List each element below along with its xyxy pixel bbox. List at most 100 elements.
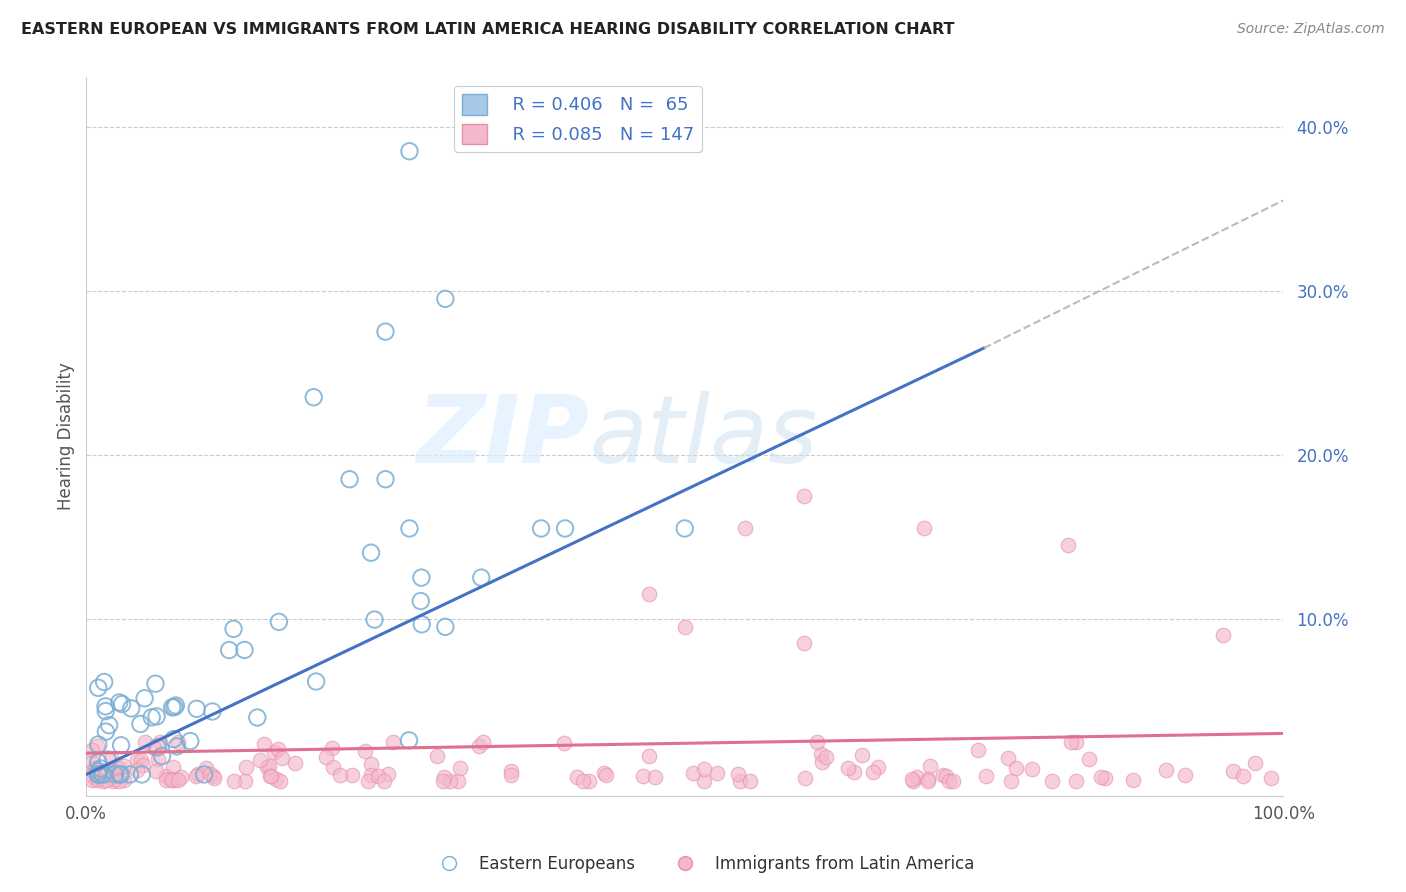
Point [284,756,307,770]
Point [101,763,124,777]
Point [142,741,165,756]
Point [91,767,114,781]
Text: EASTERN EUROPEAN VS IMMIGRANTS FROM LATIN AMERICA HEARING DISABILITY CORRELATION: EASTERN EUROPEAN VS IMMIGRANTS FROM LATI… [21,22,955,37]
Text: ZIP: ZIP [416,391,589,483]
Point [201,705,224,719]
Point [398,521,420,535]
Point [108,767,131,781]
Point [398,733,420,747]
Point [673,521,696,535]
Point [256,759,278,773]
Point [146,740,169,755]
Point [682,766,704,780]
Point [814,749,837,764]
Point [554,521,576,535]
Point [253,737,276,751]
Point [411,571,433,585]
Point [129,753,152,767]
Point [155,772,177,787]
Point [905,770,928,784]
Point [87,767,110,781]
Point [935,769,957,783]
Point [837,761,859,775]
Point [224,774,246,789]
Point [165,698,187,713]
Point [134,691,156,706]
Point [932,767,955,781]
Point [409,594,432,608]
Point [1122,773,1144,788]
Legend:   R = 0.406   N =  65,   R = 0.085   N = 147: R = 0.406 N = 65, R = 0.085 N = 147 [454,87,702,152]
Point [86,773,108,788]
Point [129,717,152,731]
Point [87,738,110,752]
Point [163,700,186,714]
Point [938,773,960,788]
Point [91,767,114,781]
Point [193,767,215,781]
Point [1040,774,1063,789]
Point [706,765,728,780]
Point [108,695,131,709]
Point [1077,752,1099,766]
Point [94,724,117,739]
Point [110,739,132,753]
Point [374,472,396,486]
Point [644,770,666,784]
Point [98,718,121,732]
Point [86,771,108,785]
Point [565,771,588,785]
Point [167,734,190,748]
Point [315,750,337,764]
Point [162,760,184,774]
Point [257,759,280,773]
Point [1260,771,1282,785]
Point [259,768,281,782]
Point [155,769,177,783]
Point [367,769,389,783]
Point [321,741,343,756]
Point [1000,774,1022,789]
Point [149,734,172,748]
Point [170,770,193,784]
Point [1004,761,1026,775]
Point [866,760,889,774]
Point [132,758,155,772]
Text: Source: ZipAtlas.com: Source: ZipAtlas.com [1237,22,1385,37]
Point [264,772,287,787]
Point [305,674,328,689]
Point [218,643,240,657]
Point [82,768,104,782]
Point [1212,628,1234,642]
Point [917,773,939,788]
Point [145,709,167,723]
Point [673,620,696,634]
Point [145,764,167,779]
Point [903,774,925,789]
Point [1174,768,1197,782]
Point [499,768,522,782]
Point [398,145,420,159]
Point [740,774,762,789]
Point [447,774,470,789]
Point [357,774,380,789]
Y-axis label: Hearing Disability: Hearing Disability [58,363,75,510]
Point [82,772,104,787]
Point [360,756,382,771]
Point [87,767,110,781]
Point [578,774,600,789]
Point [166,739,188,754]
Point [851,747,873,762]
Point [917,772,939,787]
Point [434,620,457,634]
Point [82,755,104,769]
Point [1094,771,1116,785]
Point [120,701,142,715]
Point [82,742,104,756]
Point [162,773,184,788]
Point [382,734,405,748]
Point [411,617,433,632]
Point [165,772,187,787]
Point [84,761,107,775]
Text: atlas: atlas [589,391,817,482]
